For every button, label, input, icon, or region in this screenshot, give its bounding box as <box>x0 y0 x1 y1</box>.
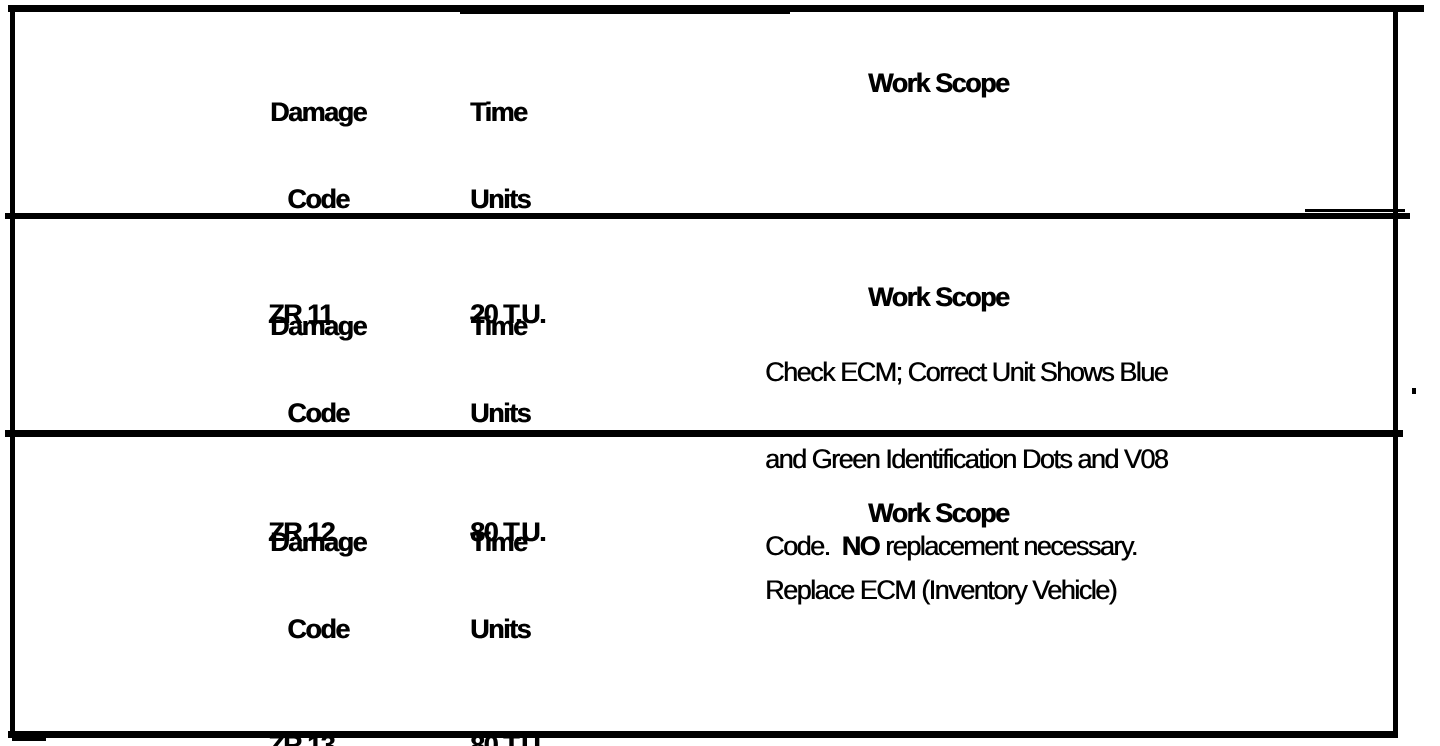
work-scope-line-emphasis: NO <box>841 531 881 561</box>
damage-code-header: Damage Code <box>263 470 373 702</box>
time-units-value: 80 T.U. <box>470 730 547 746</box>
time-units-header: Time Units <box>470 40 600 272</box>
work-scope-line: and Green Identification Dots and V08 <box>765 444 1169 474</box>
time-header-line1: Time <box>470 97 528 127</box>
scan-noise <box>12 738 46 741</box>
work-scope-header: Work Scope <box>868 68 1010 98</box>
part-line: - 1 ECM 037 906 259 X <box>868 745 1440 746</box>
table-section-zr12: Damage Code Time Units Work Scope ZR 12 … <box>0 224 1440 746</box>
table-section-zr11: Damage Code Time Units Work Scope ZR 11 … <box>0 14 1440 619</box>
damage-code-value: ZR 13 <box>268 730 336 746</box>
time-header-line1: Time <box>470 311 528 341</box>
damage-code-header: Damage Code <box>263 40 373 272</box>
time-units-value: 20 T.U. <box>470 299 547 329</box>
table-border-right <box>1393 5 1398 735</box>
table-border-left <box>10 5 15 735</box>
table-section-zr13: Damage Code Time Units Work Scope ZR 13 … <box>0 440 1440 746</box>
work-scope-header: Work Scope <box>868 282 1010 312</box>
scan-noise <box>1305 209 1405 212</box>
damage-header-line2: Code <box>287 184 350 214</box>
work-scope-line-suffix: replacement necessary. <box>879 531 1138 561</box>
table-row: ZR 12 80 T.U. Replace ECM (Inventory Veh… <box>0 518 1440 663</box>
work-scope-text: Check ECM; Correct Unit Shows Blue and G… <box>765 300 1440 619</box>
damage-code-value: ZR 12 <box>268 517 336 547</box>
damage-header-line2: Code <box>287 614 350 644</box>
work-scope-header: Work Scope <box>868 498 1010 528</box>
work-scope-line-prefix: Code. <box>765 531 842 561</box>
damage-header-line2: Code <box>287 398 350 428</box>
damage-header-line1: Damage <box>269 527 368 557</box>
damage-code-header: Damage Code <box>263 254 373 486</box>
scan-noise <box>460 12 790 14</box>
scan-noise <box>1412 388 1416 394</box>
time-header-line1: Time <box>470 527 528 557</box>
work-scope-line: Code. NO replacement necessary. <box>765 532 1440 561</box>
parts-list: - 1 ECM 037 906 259 X <box>868 687 1440 746</box>
work-scope-line: Replace ECM (Inventory Vehicle) <box>765 575 1118 605</box>
time-units-header: Time Units <box>470 254 600 486</box>
work-scope-text: Replace ECM (Customer Owned Vehicle with… <box>765 731 1440 746</box>
damage-header-line1: Damage <box>269 97 368 127</box>
time-header-line2: Units <box>470 184 532 214</box>
table-border-top <box>8 5 1424 12</box>
table-border-bottom <box>8 731 1398 738</box>
row-divider-2 <box>5 430 1403 437</box>
header-row: Damage Code Time Units Work Scope <box>0 40 1440 272</box>
table-row: ZR 11 20 T.U. Check ECM; Correct Unit Sh… <box>0 300 1440 619</box>
work-scope-text: Replace ECM (Inventory Vehicle) <box>765 518 1440 663</box>
time-units-header: Time Units <box>470 470 600 702</box>
damage-header-line1: Damage <box>269 311 368 341</box>
header-row: Damage Code Time Units Work Scope <box>0 470 1440 702</box>
time-header-line2: Units <box>470 614 532 644</box>
damage-code-value: ZR 11 <box>268 299 334 329</box>
time-header-line2: Units <box>470 398 532 428</box>
table-row: ZR 13 80 T.U. Replace ECM (Customer Owne… <box>0 731 1440 746</box>
row-divider-1 <box>5 213 1410 219</box>
header-row: Damage Code Time Units Work Scope <box>0 254 1440 486</box>
time-units-value: 80 T.U. <box>470 517 547 547</box>
work-scope-line: Check ECM; Correct Unit Shows Blue <box>765 357 1169 387</box>
